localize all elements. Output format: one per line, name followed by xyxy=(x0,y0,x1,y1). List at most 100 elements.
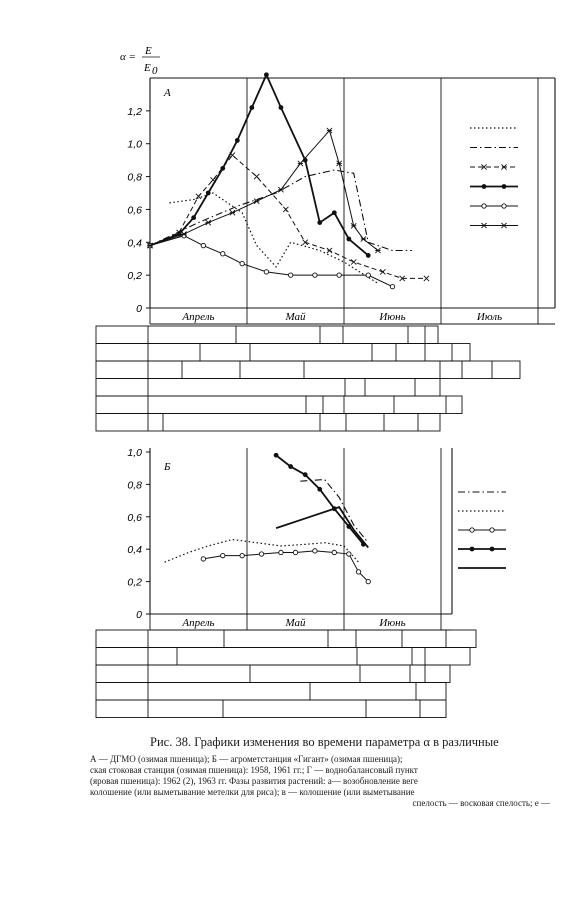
month-label: Июнь xyxy=(378,617,405,629)
series-line xyxy=(149,72,369,257)
data-point xyxy=(399,275,406,282)
table-row xyxy=(95,699,447,718)
legend-entry xyxy=(470,222,518,229)
data-point xyxy=(312,548,318,554)
data-point xyxy=(288,464,294,469)
data-point xyxy=(350,259,357,265)
y-axis-formula: α = EE 0 xyxy=(120,45,160,77)
data-point xyxy=(365,272,371,278)
legend-entry xyxy=(458,527,506,533)
phase-table-b xyxy=(95,629,477,718)
panel-letter: А xyxy=(163,87,171,99)
series-19552 xyxy=(200,548,371,585)
series-1961 xyxy=(147,127,381,254)
phase-table-a xyxy=(95,325,521,432)
legend-entry xyxy=(458,546,506,552)
data-point xyxy=(302,239,309,246)
data-point xyxy=(336,272,342,278)
panel-b-axes xyxy=(146,448,453,631)
data-point xyxy=(326,127,333,134)
series-line xyxy=(275,454,365,545)
data-point xyxy=(481,222,487,229)
caption-line-3: (яровая пшеница): 1962 (2), 1963 гг. Фаз… xyxy=(90,776,418,786)
data-point xyxy=(365,578,371,585)
data-point xyxy=(263,269,270,275)
data-point xyxy=(346,236,352,242)
series-1956 xyxy=(149,169,412,252)
month-label: Апрель xyxy=(181,311,214,323)
series-1957 xyxy=(147,152,430,282)
series-line xyxy=(275,506,369,549)
table-row xyxy=(95,343,471,362)
data-point xyxy=(489,546,495,552)
data-point xyxy=(273,452,279,458)
series-line xyxy=(164,538,359,563)
data-point xyxy=(292,549,299,556)
data-point xyxy=(331,549,337,556)
data-point xyxy=(200,556,207,562)
formula-numerator: E xyxy=(144,45,152,57)
data-point xyxy=(350,222,357,229)
y-tick-label: 0,8 xyxy=(127,172,142,184)
y-tick-label: 1,2 xyxy=(127,106,142,118)
table-row xyxy=(95,629,477,648)
data-point xyxy=(253,198,260,205)
y-tick-label: 0,4 xyxy=(127,237,142,249)
data-point xyxy=(278,549,284,556)
y-tick-label: 0,6 xyxy=(127,204,142,216)
month-label: Май xyxy=(284,311,306,323)
data-point xyxy=(239,553,245,559)
data-point xyxy=(220,251,226,257)
data-point xyxy=(229,209,236,216)
table-row xyxy=(95,325,439,344)
data-point xyxy=(200,242,207,249)
y-tick-label: 0,4 xyxy=(127,544,142,556)
legend-entry xyxy=(470,164,518,170)
caption-title: Рис. 38. Графики изменения во времени па… xyxy=(150,735,499,749)
y-tick-label: 1,0 xyxy=(127,139,142,151)
data-point xyxy=(191,215,197,221)
series-1960 xyxy=(275,506,369,549)
y-tick-label: 1,0 xyxy=(127,447,142,459)
data-point xyxy=(278,186,284,193)
month-label: Июль xyxy=(476,311,502,323)
data-point xyxy=(501,203,507,209)
caption-line-2: ская стоковая станция (озимая пшеница): … xyxy=(90,765,418,775)
data-point xyxy=(312,272,318,278)
data-point xyxy=(360,236,367,242)
series-line xyxy=(203,550,369,582)
series-1958 xyxy=(273,452,366,547)
data-point xyxy=(423,275,430,282)
formula-alpha: α = xyxy=(120,51,136,63)
data-point xyxy=(220,165,226,171)
series-line xyxy=(169,192,379,284)
data-point xyxy=(469,527,475,533)
data-point xyxy=(249,105,255,110)
panel-letter: Б xyxy=(163,461,171,473)
data-point xyxy=(258,551,265,557)
y-tick-label: 0,2 xyxy=(127,270,142,282)
formula-subscript: 0 xyxy=(152,65,158,77)
data-point xyxy=(205,190,211,196)
caption-body: А — ДГМО (озимая пшеница); Б — агрометст… xyxy=(90,754,560,809)
formula-denominator: E xyxy=(143,62,151,74)
legend-entry xyxy=(470,184,518,189)
data-point xyxy=(317,220,323,225)
table-row xyxy=(95,360,521,379)
y-tick-label: 0,8 xyxy=(127,479,142,491)
y-tick-label: 0,6 xyxy=(127,512,142,524)
data-point xyxy=(336,160,343,167)
data-point xyxy=(297,160,304,167)
data-point xyxy=(501,222,507,229)
month-label: Апрель xyxy=(181,617,214,629)
series-1955 xyxy=(169,192,379,284)
data-point xyxy=(282,206,289,213)
data-point xyxy=(302,472,308,478)
panel-a-axes xyxy=(146,77,556,325)
data-point xyxy=(355,569,362,575)
y-tick-label: 0,2 xyxy=(127,577,142,589)
data-point xyxy=(501,164,507,170)
month-label: Май xyxy=(284,617,306,629)
table-row xyxy=(95,682,447,701)
